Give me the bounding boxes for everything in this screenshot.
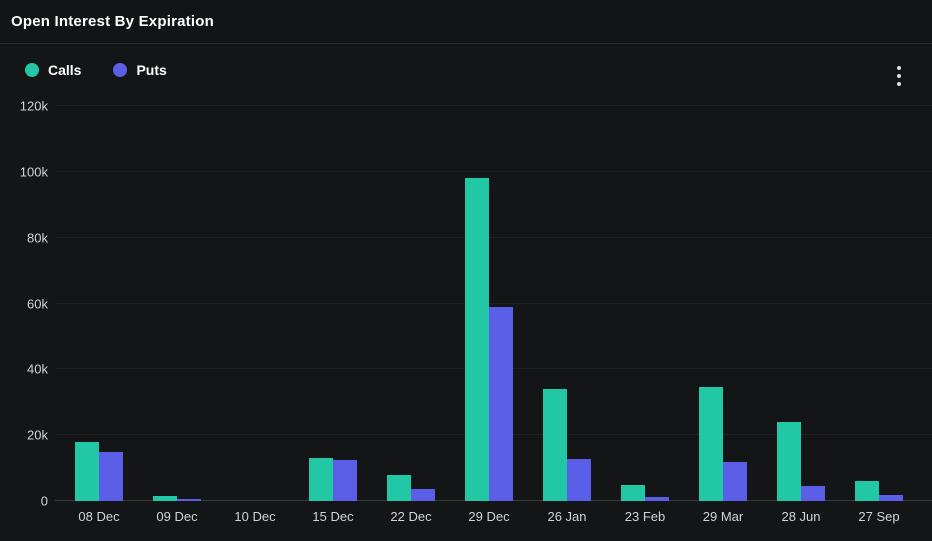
bar-calls-29-dec[interactable]: [465, 178, 489, 501]
kebab-menu-icon[interactable]: [895, 64, 903, 88]
bar-calls-15-dec[interactable]: [309, 458, 333, 501]
bar-puts-23-feb[interactable]: [645, 496, 669, 501]
bar-puts-08-dec[interactable]: [99, 451, 123, 501]
bar-group-23-feb: [606, 106, 684, 501]
bar-groups: [60, 106, 918, 501]
gridline-80k: [55, 236, 932, 238]
bar-group-28-jun: [762, 106, 840, 501]
x-tick-label-29-dec: 29 Dec: [468, 509, 510, 524]
puts-color-dot-icon: [113, 63, 128, 77]
x-tick-label-29-mar: 29 Mar: [702, 509, 744, 524]
bar-puts-27-sep[interactable]: [879, 495, 903, 501]
bar-group-29-dec: [450, 106, 528, 501]
bar-group-22-dec: [372, 106, 450, 501]
gridline-100k: [55, 170, 932, 172]
bar-group-27-sep: [840, 106, 918, 501]
bar-calls-29-mar[interactable]: [699, 387, 723, 501]
bar-group-15-dec: [294, 106, 372, 501]
bar-group-08-dec: [60, 106, 138, 501]
bar-calls-08-dec[interactable]: [75, 441, 99, 501]
chart-legend: Calls Puts: [25, 62, 167, 78]
card-header: Open Interest By Expiration: [0, 0, 932, 44]
legend-label-calls: Calls: [48, 62, 82, 78]
chart-title: Open Interest By Expiration: [11, 13, 214, 30]
bar-group-09-dec: [138, 106, 216, 501]
y-tick-label-40k: 40k: [27, 361, 48, 377]
bar-group-26-jan: [528, 106, 606, 501]
bar-calls-26-jan[interactable]: [543, 389, 567, 501]
bar-calls-27-sep[interactable]: [855, 481, 879, 501]
x-tick-label-08-dec: 08 Dec: [78, 509, 120, 524]
x-tick-label-27-sep: 27 Sep: [858, 509, 900, 524]
y-tick-label-100k: 100k: [19, 164, 48, 180]
bar-calls-09-dec[interactable]: [153, 496, 177, 501]
bar-puts-22-dec[interactable]: [411, 489, 435, 501]
y-axis: 0 20k 40k 60k 80k 100k 120k: [0, 100, 48, 508]
x-tick-label-09-dec: 09 Dec: [156, 509, 198, 524]
x-tick-label-10-dec: 10 Dec: [234, 509, 276, 524]
x-axis: 08 Dec 09 Dec 10 Dec 15 Dec 22 Dec 29 Dec 26 J…: [60, 509, 918, 524]
bar-calls-22-dec[interactable]: [387, 474, 411, 501]
bar-puts-26-jan[interactable]: [567, 458, 591, 501]
gridline-60k: [55, 302, 932, 304]
bar-puts-09-dec[interactable]: [177, 499, 201, 501]
x-tick-label-26-jan: 26 Jan: [547, 509, 587, 524]
bar-puts-29-dec[interactable]: [489, 306, 513, 501]
bar-puts-15-dec[interactable]: [333, 459, 357, 501]
legend-label-puts: Puts: [136, 62, 167, 78]
y-tick-label-20k: 20k: [27, 427, 48, 443]
legend-item-puts[interactable]: Puts: [113, 62, 167, 78]
gridline-120k: [55, 105, 932, 106]
bar-calls-28-jun[interactable]: [777, 422, 801, 501]
bar-group-29-mar: [684, 106, 762, 501]
bar-puts-29-mar[interactable]: [723, 461, 747, 501]
y-tick-label-60k: 60k: [27, 296, 48, 311]
x-tick-label-22-dec: 22 Dec: [390, 509, 432, 524]
bar-calls-23-feb[interactable]: [621, 484, 645, 501]
bar-group-10-dec: [216, 106, 294, 501]
y-tick-label-120k: 120k: [19, 98, 48, 114]
y-tick-label-80k: 80k: [27, 230, 48, 246]
bar-puts-28-jun[interactable]: [801, 485, 825, 501]
y-tick-label-0: 0: [40, 493, 48, 509]
x-tick-label-28-jun: 28 Jun: [781, 509, 821, 524]
x-tick-label-23-feb: 23 Feb: [624, 509, 666, 524]
x-tick-label-15-dec: 15 Dec: [312, 509, 354, 524]
legend-item-calls[interactable]: Calls: [25, 62, 81, 78]
calls-color-dot-icon: [25, 63, 39, 77]
plot-area: [55, 105, 932, 501]
